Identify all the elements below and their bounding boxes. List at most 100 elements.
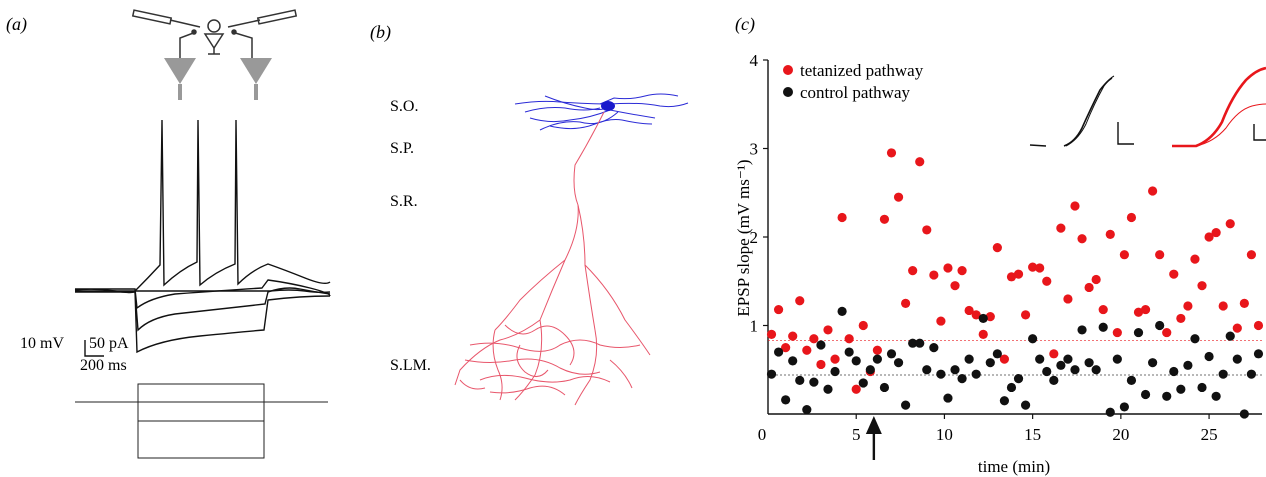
control-point bbox=[922, 365, 931, 374]
command-protocol bbox=[75, 384, 328, 458]
control-point bbox=[1134, 328, 1143, 337]
tetanized-point bbox=[1063, 294, 1072, 303]
tetanized-point bbox=[1007, 272, 1016, 281]
tetanized-point bbox=[887, 148, 896, 157]
tetanized-point bbox=[979, 330, 988, 339]
tetanized-point bbox=[1162, 328, 1171, 337]
control-point bbox=[950, 365, 959, 374]
baseline-lines bbox=[768, 341, 1262, 376]
control-point bbox=[894, 358, 903, 367]
apical-dendrites bbox=[455, 112, 650, 405]
tetanized-point bbox=[1021, 310, 1030, 319]
control-point bbox=[979, 314, 988, 323]
control-point bbox=[887, 349, 896, 358]
tetanized-point bbox=[845, 334, 854, 343]
control-point bbox=[965, 355, 974, 364]
tetanized-point bbox=[1056, 224, 1065, 233]
tetanized-point bbox=[915, 157, 924, 166]
x-tick-label: 10 bbox=[936, 425, 953, 444]
control-point bbox=[1049, 376, 1058, 385]
tetanized-point bbox=[929, 270, 938, 279]
control-point bbox=[943, 393, 952, 402]
control-point bbox=[1233, 355, 1242, 364]
control-point bbox=[1063, 355, 1072, 364]
tetanized-point bbox=[809, 334, 818, 343]
tetanized-point bbox=[1247, 250, 1256, 259]
tetanized-point bbox=[1014, 270, 1023, 279]
control-point bbox=[1190, 334, 1199, 343]
tetanized-point bbox=[1070, 201, 1079, 210]
tetanized-point bbox=[1204, 232, 1213, 241]
control-point bbox=[1085, 358, 1094, 367]
tetanized-point bbox=[936, 316, 945, 325]
control-point bbox=[1162, 392, 1171, 401]
control-point bbox=[866, 365, 875, 374]
neuron-somata bbox=[164, 58, 272, 100]
tetanized-point bbox=[901, 299, 910, 308]
legend-marker bbox=[783, 65, 793, 75]
control-point bbox=[1240, 409, 1249, 418]
tetanized-point bbox=[1190, 255, 1199, 264]
control-point bbox=[1070, 365, 1079, 374]
tetanized-point bbox=[1049, 349, 1058, 358]
control-point bbox=[1035, 355, 1044, 364]
control-point bbox=[1176, 385, 1185, 394]
control-point bbox=[816, 340, 825, 349]
tetanized-point bbox=[965, 306, 974, 315]
control-point bbox=[845, 347, 854, 356]
control-point bbox=[1204, 352, 1213, 361]
tetanized-point bbox=[767, 330, 776, 339]
tetanized-point bbox=[1183, 301, 1192, 310]
control-point bbox=[936, 370, 945, 379]
tetanized-point bbox=[859, 321, 868, 330]
control-point bbox=[986, 358, 995, 367]
control-point bbox=[929, 343, 938, 352]
control-point bbox=[809, 378, 818, 387]
x-tick-label: 20 bbox=[1112, 425, 1129, 444]
tetanized-point bbox=[1197, 281, 1206, 290]
x-tick-label: 5 bbox=[852, 425, 861, 444]
tetanized-point bbox=[1254, 321, 1263, 330]
tetanized-point bbox=[1169, 270, 1178, 279]
tetanized-point bbox=[838, 213, 847, 222]
control-point bbox=[1042, 367, 1051, 376]
tetanized-point bbox=[972, 310, 981, 319]
tetanized-point bbox=[816, 360, 825, 369]
tetanized-point bbox=[852, 385, 861, 394]
series-tetanized bbox=[767, 148, 1263, 393]
control-point bbox=[1014, 374, 1023, 383]
scale-voltage-label: 10 mV bbox=[20, 335, 64, 353]
tetanized-point bbox=[788, 332, 797, 341]
x-tick-label: 15 bbox=[1024, 425, 1041, 444]
control-point bbox=[972, 370, 981, 379]
y-tick-label: 1 bbox=[750, 317, 759, 336]
control-point bbox=[1226, 332, 1235, 341]
arrow-head bbox=[866, 416, 882, 434]
control-point bbox=[880, 383, 889, 392]
control-point bbox=[1007, 383, 1016, 392]
tetanized-point bbox=[1141, 305, 1150, 314]
control-point bbox=[781, 395, 790, 404]
tetanized-point bbox=[1240, 299, 1249, 308]
tetanized-point bbox=[873, 346, 882, 355]
tetanized-point bbox=[866, 367, 875, 376]
control-point bbox=[838, 307, 847, 316]
tetanized-point bbox=[1085, 283, 1094, 292]
control-point bbox=[859, 378, 868, 387]
control-point bbox=[908, 339, 917, 348]
control-point bbox=[1120, 402, 1129, 411]
tetanized-point bbox=[1042, 277, 1051, 286]
tetanized-point bbox=[1148, 186, 1157, 195]
legend-marker bbox=[783, 87, 793, 97]
tetanized-point bbox=[1155, 250, 1164, 259]
control-point bbox=[1021, 401, 1030, 410]
tetanized-point bbox=[1113, 328, 1122, 337]
control-point bbox=[795, 376, 804, 385]
y-tick-label: 2 bbox=[750, 228, 759, 247]
membrane-traces bbox=[75, 120, 330, 352]
tetanized-point bbox=[1219, 301, 1228, 310]
tetanized-point bbox=[1212, 228, 1221, 237]
series-control bbox=[767, 307, 1263, 419]
control-point bbox=[1077, 325, 1086, 334]
control-point bbox=[1183, 361, 1192, 370]
